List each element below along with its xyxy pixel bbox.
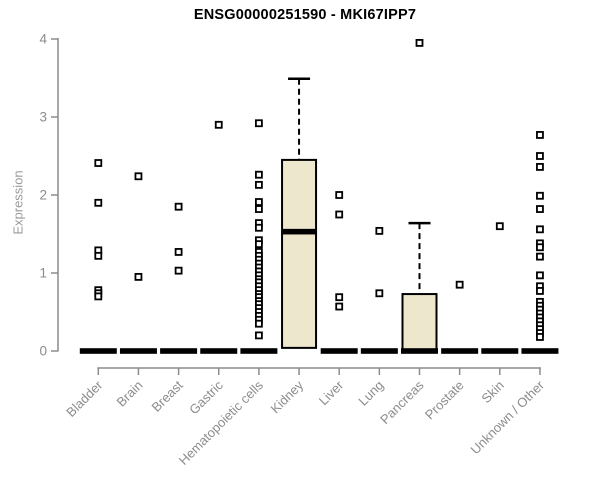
y-tick-label: 2 (39, 188, 47, 203)
box (281, 158, 318, 349)
outlier-point (536, 287, 544, 295)
median-line (441, 348, 479, 354)
x-tick-label: Breast (149, 377, 186, 414)
x-tick-label: Liver (316, 377, 347, 408)
median-line (200, 348, 238, 354)
outlier-point (536, 243, 544, 252)
outlier-point (134, 172, 143, 181)
x-tick-label: Skin (478, 378, 506, 406)
outlier-point (254, 198, 263, 206)
outlier-point (254, 331, 263, 340)
median-line (119, 348, 157, 354)
outlier-point (375, 289, 384, 298)
x-tick-label: Kidney (267, 377, 306, 416)
median-line (360, 348, 398, 354)
outlier-point (94, 251, 103, 260)
y-tick-label: 0 (39, 344, 47, 359)
y-tick-label: 1 (39, 266, 47, 281)
y-tick-label: 4 (39, 32, 47, 47)
outlier-point (536, 152, 544, 160)
median-line (240, 348, 278, 354)
outlier-point (254, 119, 263, 128)
x-tick-label: Bladder (63, 377, 106, 420)
outlier-point (536, 252, 544, 261)
outlier-point (536, 205, 544, 213)
outlier-point (536, 163, 544, 171)
outlier-point (174, 202, 183, 211)
median-line (320, 348, 358, 354)
outlier-point (254, 205, 263, 213)
median-line (481, 348, 519, 354)
chart-title: ENSG00000251590 - MKI67IPP7 (193, 7, 417, 23)
x-tick-label: Brain (113, 378, 145, 410)
outlier-point (455, 280, 464, 289)
outlier-point (134, 272, 143, 281)
outlier-point (254, 170, 263, 179)
outlier-point (536, 271, 544, 280)
outlier-point (415, 39, 424, 47)
x-tick-label: Pancreas (377, 377, 427, 427)
outlier-point (536, 333, 544, 341)
outlier-point (254, 319, 263, 328)
outlier-point (214, 120, 223, 129)
x-tick-label: Prostate (422, 378, 467, 423)
outlier-point (335, 293, 344, 302)
outlier-point (375, 226, 384, 235)
median-line (160, 348, 198, 354)
y-axis-title: Expression (10, 170, 26, 235)
median-line (79, 348, 117, 354)
median-line (282, 228, 317, 235)
outlier-point (335, 191, 344, 199)
outlier-point (254, 180, 263, 189)
x-tick-label: Lung (355, 378, 386, 409)
median-line (401, 348, 438, 354)
outlier-point (536, 131, 544, 139)
y-tick-label: 3 (39, 110, 47, 125)
median-line (521, 348, 559, 354)
outlier-point (174, 266, 183, 275)
x-tick-label: Gastric (186, 377, 226, 417)
outlier-point (94, 292, 103, 301)
outlier-point (174, 248, 183, 256)
outlier-point (495, 222, 504, 231)
outlier-point (536, 191, 544, 200)
box (401, 293, 438, 352)
outlier-point (254, 240, 263, 249)
outlier-point (254, 223, 263, 232)
outlier-point (94, 159, 103, 167)
outlier-point (536, 225, 544, 234)
outlier-point (335, 302, 344, 311)
x-tick-label: Unknown / Other (467, 377, 547, 457)
outlier-point (335, 210, 344, 219)
outlier-point (94, 198, 103, 207)
